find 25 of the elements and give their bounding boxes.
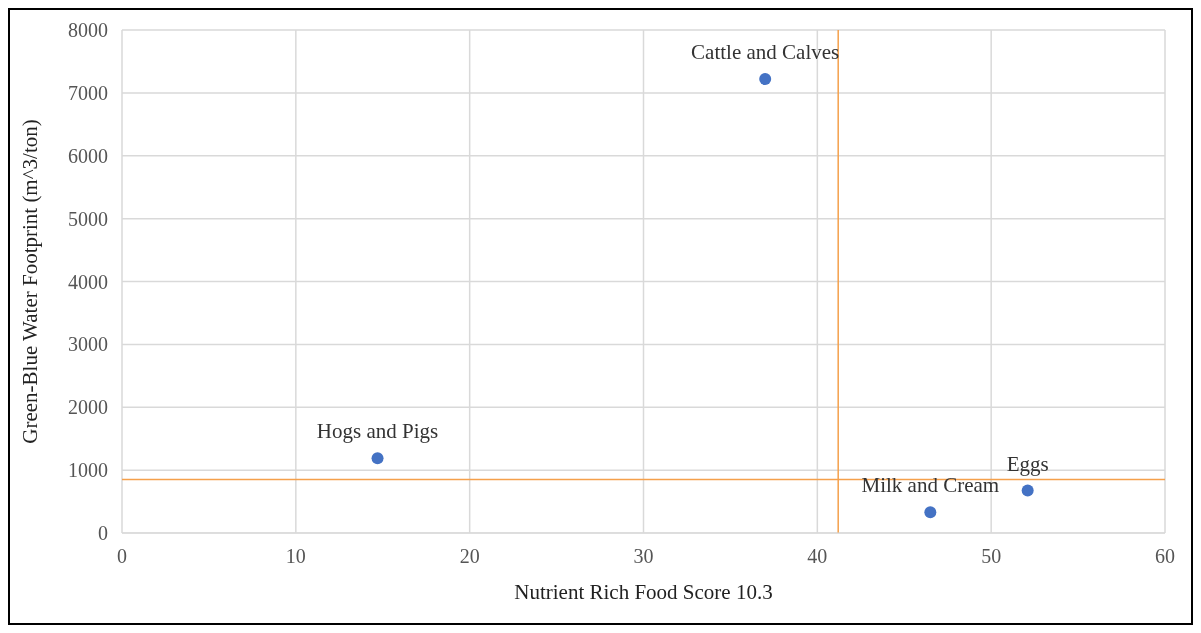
annotation: Eggs (1006, 451, 1049, 476)
y-tick-label: 6000 (68, 144, 108, 167)
y-tick-label: 7000 (68, 81, 108, 104)
x-tick-label: 40 (807, 545, 828, 568)
y-tick-label: 1000 (68, 459, 108, 482)
annotation: Milk and Cream (861, 473, 1000, 498)
x-tick-label: 50 (981, 545, 1002, 568)
point (759, 73, 772, 86)
x-tick-label: 10 (285, 545, 306, 568)
y-tick-label: 4000 (68, 270, 108, 293)
y-tick-label: 5000 (68, 207, 108, 230)
point (924, 506, 937, 519)
y-axis-title: Green-Blue Water Footprint (m^3/ton) (18, 119, 43, 444)
annotation: Hogs and Pigs (316, 419, 439, 444)
x-tick-label: 20 (459, 545, 480, 568)
x-axis-title: Nutrient Rich Food Score 10.3 (514, 580, 773, 604)
x-tick-label: 30 (633, 545, 654, 568)
y-tick-label: 3000 (68, 333, 108, 356)
y-tick-label: 2000 (68, 396, 108, 419)
x-tick-label: 0 (117, 545, 127, 568)
y-tick-label: 8000 (68, 19, 108, 42)
point (1021, 484, 1034, 497)
x-tick-label: 60 (1155, 545, 1175, 568)
y-tick-label: 0 (98, 522, 108, 545)
point (371, 452, 384, 465)
